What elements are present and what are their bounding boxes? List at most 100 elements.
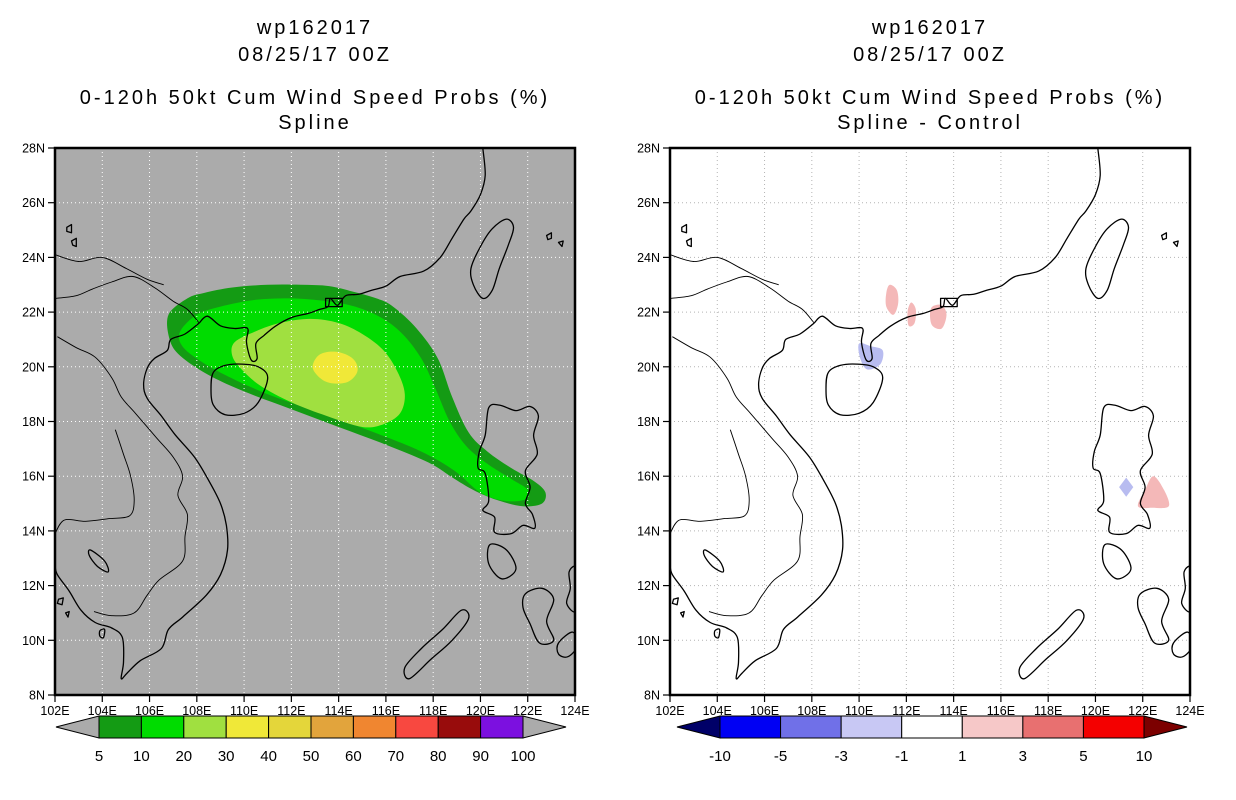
colorbar-label: 90 bbox=[472, 748, 489, 765]
lon-tick-label: 102E bbox=[40, 704, 69, 718]
colorbar-segment bbox=[719, 715, 782, 739]
colorbar-segment bbox=[352, 715, 397, 739]
geo-phu-quoc bbox=[98, 628, 106, 639]
colorbar-segment bbox=[310, 715, 354, 739]
lat-tick-label: 14N bbox=[637, 524, 660, 538]
colorbar-segment bbox=[480, 715, 524, 739]
lon-tick-label: 122E bbox=[1128, 704, 1157, 718]
lat-tick-label: 28N bbox=[22, 142, 45, 156]
colorbar-label: 10 bbox=[1136, 748, 1153, 765]
method-label: Spline - Control bbox=[837, 112, 1023, 134]
lat-tick-label: 24N bbox=[637, 251, 660, 265]
lat-tick-label: 12N bbox=[22, 579, 45, 593]
geo-ryukyu-islet-2 bbox=[1172, 240, 1179, 248]
geo-palawan bbox=[1018, 609, 1085, 680]
geo-taiwan bbox=[1084, 218, 1130, 300]
contour-5 bbox=[167, 284, 546, 507]
map-canvas: 102E 104E 106E 108E 110E 112E 114E 116E 118E 120E… bbox=[22, 142, 590, 719]
lon-tick-label: 118E bbox=[419, 704, 447, 718]
lon-tick-label: 102E bbox=[655, 704, 684, 718]
geo-china-coast bbox=[813, 148, 1101, 363]
colorbar-label: 40 bbox=[260, 748, 277, 765]
lon-tick-label: 122E bbox=[513, 704, 542, 718]
colorbar-label: 70 bbox=[387, 748, 404, 765]
lat-tick-label: 20N bbox=[637, 360, 660, 374]
anomaly-patch bbox=[885, 284, 899, 315]
anomaly-patch bbox=[858, 342, 884, 370]
geo-tonle-sap-lake bbox=[702, 549, 725, 573]
colorbar-label: 80 bbox=[430, 748, 447, 765]
geo-luzon bbox=[477, 403, 540, 536]
geo-hongkong-box bbox=[324, 297, 343, 308]
geo-yunnan-lake-2 bbox=[685, 237, 692, 248]
colorbar-segment bbox=[183, 715, 227, 739]
lat-tick-label: 22N bbox=[22, 306, 45, 320]
colorbar-label: -1 bbox=[895, 748, 908, 765]
init-time: 08/25/17 00Z bbox=[853, 44, 1007, 66]
colorbar-segment bbox=[1022, 715, 1084, 739]
anomaly-patch bbox=[907, 302, 917, 327]
colorbar-left-arrow bbox=[676, 715, 721, 739]
probability-map: 102E 104E 106E 108E 110E 112E 114E 116E 118E 120E… bbox=[22, 142, 590, 719]
lon-tick-label: 106E bbox=[135, 704, 164, 718]
geo-hainan bbox=[210, 363, 269, 417]
lon-tick-label: 104E bbox=[703, 704, 732, 718]
geo-hongkong-box bbox=[939, 297, 958, 308]
colorbar-segment bbox=[225, 715, 270, 739]
product-title: 0-120h 50kt Cum Wind Speed Probs (%) bbox=[79, 87, 551, 109]
geo-koh-islet-2 bbox=[64, 610, 70, 618]
lon-tick-label: 104E bbox=[88, 704, 117, 718]
lon-tick-label: 108E bbox=[182, 704, 211, 718]
geo-yunnan-lake-1 bbox=[66, 223, 73, 234]
lat-tick-label: 26N bbox=[637, 196, 660, 210]
lon-tick-label: 124E bbox=[560, 704, 589, 718]
lat-tick-label: 18N bbox=[22, 415, 45, 429]
colorbar-label: 20 bbox=[175, 748, 192, 765]
colorbar-label: 100 bbox=[510, 748, 535, 765]
colorbar-segment bbox=[840, 715, 903, 739]
geo-samar bbox=[1180, 565, 1190, 613]
geo-luzon bbox=[1092, 403, 1155, 536]
lon-tick-label: 108E bbox=[797, 704, 826, 718]
geo-tonle-sap-lake bbox=[87, 549, 110, 573]
lon-tick-label: 124E bbox=[1175, 704, 1204, 718]
anomaly-patch bbox=[1137, 476, 1170, 509]
geo-border-yunnan bbox=[670, 254, 779, 286]
difference-map: 102E 104E 106E 108E 110E 112E 114E 116E 118E 120E… bbox=[637, 142, 1205, 719]
geo-border-china-vietnam bbox=[670, 275, 815, 324]
geo-phu-quoc bbox=[713, 628, 721, 639]
colorbar-right-arrow bbox=[1143, 715, 1188, 739]
geo-ryukyu-islet-1 bbox=[545, 232, 553, 241]
probability-colorbar: 5 10 20 30 40 50 60 70 80 90 100 bbox=[54, 713, 634, 767]
colorbar-label: 1 bbox=[958, 748, 966, 765]
colorbar-segment bbox=[437, 715, 482, 739]
colorbar-canvas: -10 -5 -3 -1 1 3 5 10 bbox=[676, 715, 1188, 765]
lat-tick-label: 10N bbox=[637, 634, 660, 648]
geo-panay-negros bbox=[521, 587, 555, 645]
geo-ryukyu-islet-1 bbox=[1160, 232, 1168, 241]
colorbar-label: 50 bbox=[303, 748, 320, 765]
contour-20 bbox=[231, 318, 405, 428]
lat-tick-label: 14N bbox=[22, 524, 45, 538]
lon-tick-label: 120E bbox=[1081, 704, 1110, 718]
lat-tick-label: 16N bbox=[22, 470, 45, 484]
colorbar-label: -3 bbox=[834, 748, 847, 765]
method-label: Spline bbox=[278, 112, 352, 134]
colorbar-segment bbox=[98, 715, 142, 739]
geo-border-thailand bbox=[670, 429, 750, 534]
colorbar-label: 30 bbox=[218, 748, 235, 765]
geo-yunnan-lake-1 bbox=[681, 223, 688, 234]
storm-id: wp162017 bbox=[871, 17, 989, 39]
geo-vietnam-coast bbox=[670, 322, 844, 680]
init-time: 08/25/17 00Z bbox=[238, 44, 392, 66]
colorbar-label: -5 bbox=[774, 748, 787, 765]
geo-ryukyu-islet-2 bbox=[557, 240, 564, 248]
lat-tick-label: 18N bbox=[637, 415, 660, 429]
geo-vietnam-coast bbox=[55, 322, 229, 680]
lat-tick-label: 26N bbox=[22, 196, 45, 210]
colorbar-label: -10 bbox=[709, 748, 731, 765]
lon-tick-label: 110E bbox=[845, 704, 873, 718]
anomaly-patch bbox=[1119, 477, 1134, 497]
